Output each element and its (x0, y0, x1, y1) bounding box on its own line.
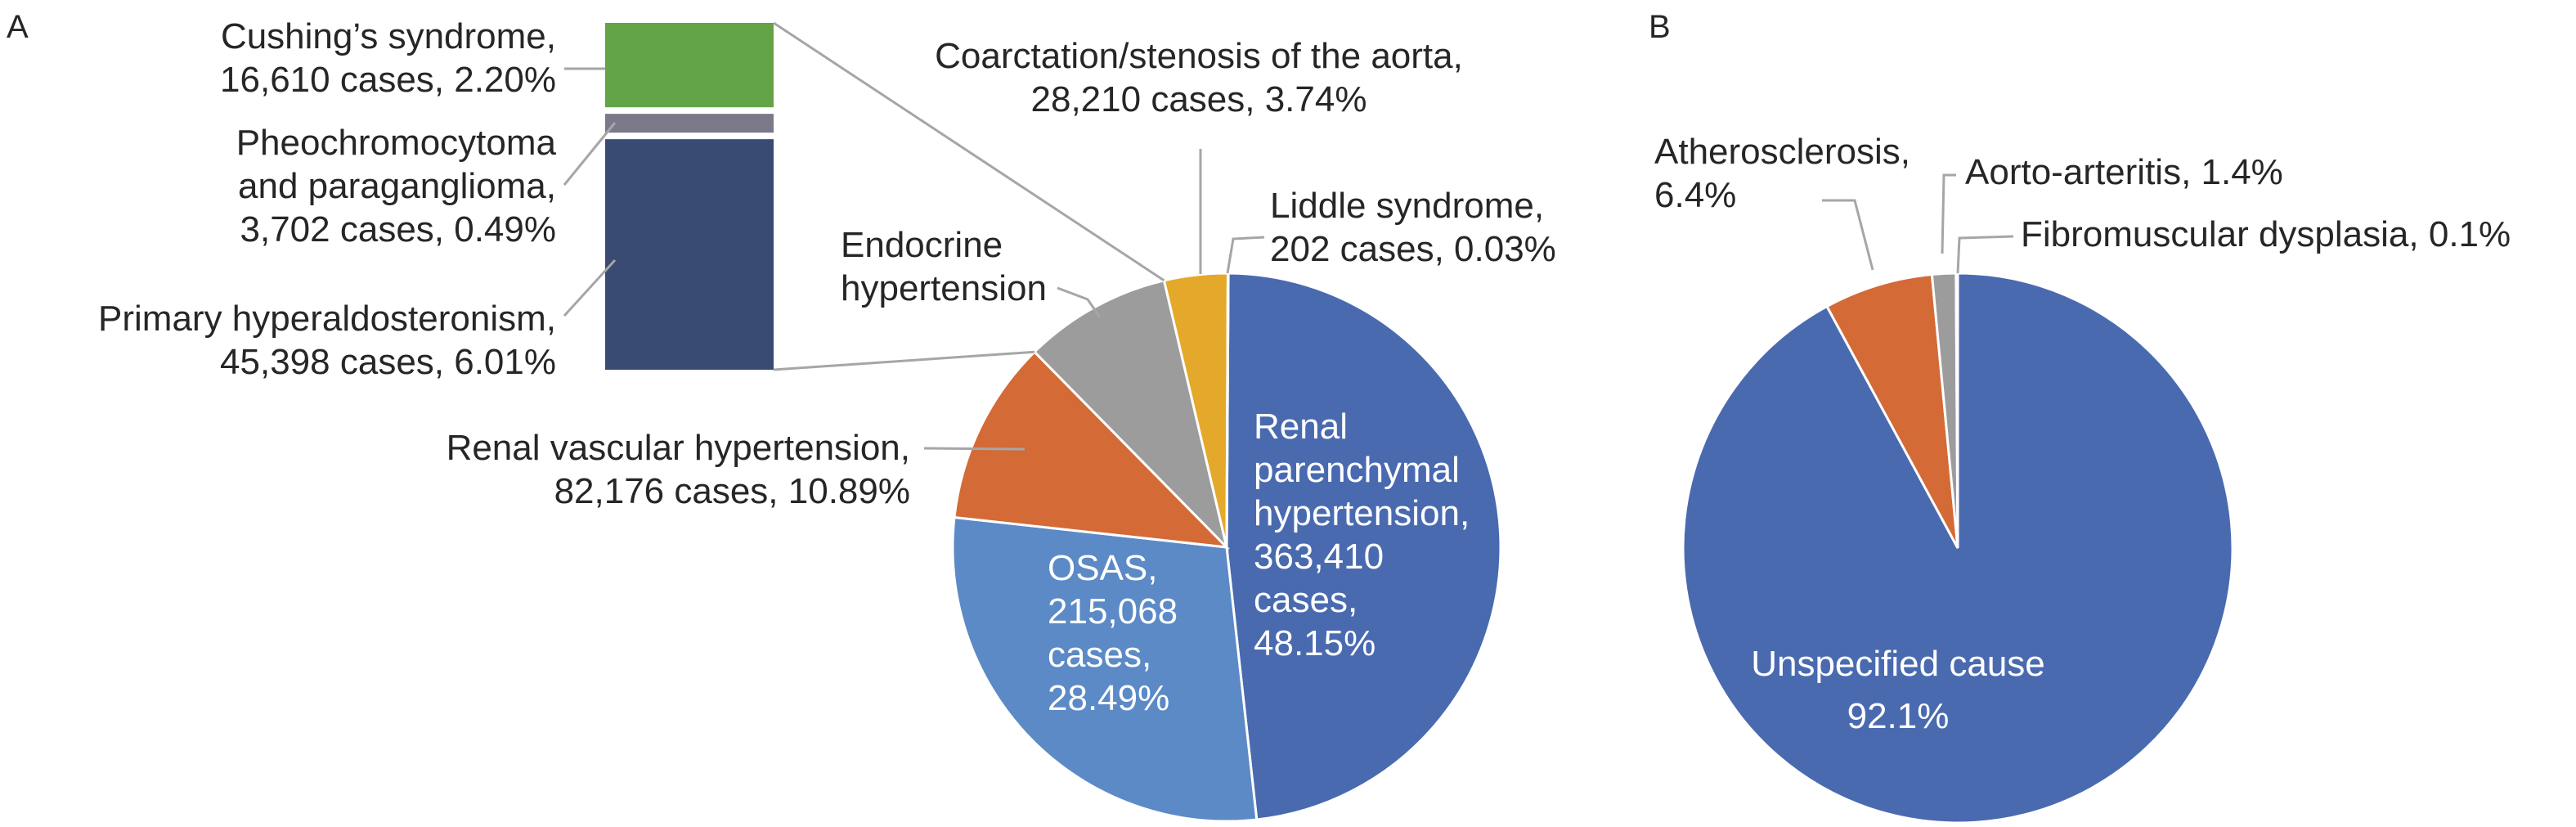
panel-a-label-pheo-line: and paraganglioma, (238, 166, 556, 206)
panel-a-label-coarctation: Coarctation/stenosis of the aorta, 28,210… (935, 36, 1463, 119)
panel-a-leader-endocrine (1057, 286, 1101, 318)
panel-b-label-atherosclerosis: Atherosclerosis, 6.4% (1654, 132, 1910, 215)
panel-a-label-cushing-line: Cushing’s syndrome, (221, 16, 556, 56)
panel-a-label-cushing: Cushing’s syndrome, 16,610 cases, 2.20% (220, 16, 556, 100)
panel-a-leader-lines (563, 21, 1265, 451)
panel-a-label-pheo-line: Pheochromocytoma (236, 123, 557, 163)
panel-a-label-osas-line: cases, (1048, 635, 1151, 675)
panel-b-leader-atherosclerosis (1822, 199, 1874, 271)
panel-b-slices (1681, 272, 2234, 825)
panel-b-slice-atherosclerosis (1824, 272, 1959, 549)
panel-a-label-renal-parenchymal-line: 363,410 (1254, 537, 1384, 577)
panel-label-b: B (1649, 9, 1671, 45)
panel-a-label-liddle: Liddle syndrome, 202 cases, 0.03% (1270, 186, 1556, 269)
panel-a-leader-liddle (1226, 236, 1265, 274)
chart-panel-a: A Renal parenchymal hypertension, 363,410 ca… (7, 9, 1556, 823)
panel-b-label-fibromuscular: Fibromuscular dysplasia, 0.1% (2021, 214, 2511, 254)
panel-a-bar-segment-primary-hyperaldo (605, 139, 774, 370)
panel-a-label-osas-line: 28.49% (1048, 678, 1169, 718)
panel-a-label-endocrine: Endocrine hypertension (841, 225, 1047, 308)
panel-a-label-renal-vascular: Renal vascular hypertension, 82,176 cases… (447, 428, 910, 511)
panel-a-slices (951, 272, 1502, 823)
panel-b-label-unspecified: Unspecified cause 92.1% (1751, 644, 2045, 736)
panel-a-label-osas: OSAS, 215,068 cases, 28.49% (1048, 548, 1178, 718)
panel-a-bar-segment-cushing (605, 23, 774, 108)
panel-a-connector-top (773, 21, 1165, 282)
panel-a-label-renal-parenchymal-line: Renal (1254, 407, 1348, 447)
panel-a-label-renal-parenchymal-line: parenchymal (1254, 450, 1460, 490)
panel-b-leader-aorto-arteritis (1941, 173, 1956, 254)
panel-a-leader-renal-vascular (923, 447, 1025, 451)
panel-b-label-atherosclerosis-line: 6.4% (1654, 175, 1736, 215)
panel-b-leader-lines (1822, 173, 2014, 274)
panel-a-breakdown-bar (605, 23, 774, 370)
panel-a-label-primary-hyperaldo-line: 45,398 cases, 6.01% (220, 342, 556, 382)
panel-a-leader-primary-hyperaldo (563, 258, 617, 317)
panel-a-label-pheo: Pheochromocytoma and paraganglioma, 3,702 … (236, 123, 557, 249)
panel-b-label-atherosclerosis-line: Atherosclerosis, (1654, 132, 1910, 172)
panel-a-slice-liddle (1225, 272, 1230, 548)
panel-a-slice-renal-vascular (953, 350, 1231, 549)
panel-a-label-liddle-line: Liddle syndrome, (1270, 186, 1544, 226)
panel-a-label-renal-parenchymal: Renal parenchymal hypertension, 363,410 case… (1254, 407, 1470, 663)
panel-a-label-primary-hyperaldo-line: Primary hyperaldosteronism, (98, 299, 556, 339)
panel-a-label-renal-parenchymal-line: hypertension, (1254, 493, 1470, 533)
panel-a-slice-renal-parenchymal (1225, 272, 1502, 821)
panel-b-slice-fibromuscular (1954, 272, 1959, 549)
panel-b-labels: Unspecified cause 92.1% Atherosclerosis, 6.… (1654, 132, 2511, 736)
panel-b-label-aorto-arteritis-line: Aorto-arteritis, 1.4% (1965, 152, 2283, 192)
panel-a-slice-osas (951, 515, 1259, 823)
panel-b-leader-fibromuscular (1956, 235, 2014, 274)
panel-a-label-coarctation-line: Coarctation/stenosis of the aorta, (935, 36, 1463, 76)
panel-a-leader-pheo (563, 122, 617, 186)
panel-a-bar-segment-pheo (605, 114, 774, 133)
panel-a-label-renal-parenchymal-line: cases, (1254, 580, 1358, 620)
panel-b-slice-unspecified (1681, 272, 2234, 825)
panel-b-label-unspecified-line: 92.1% (1847, 696, 1950, 736)
panel-b-label-unspecified-line: Unspecified cause (1751, 644, 2045, 684)
panel-a-label-renal-vascular-line: Renal vascular hypertension, (447, 428, 910, 468)
panel-label-a: A (7, 9, 29, 45)
panel-a-label-renal-vascular-line: 82,176 cases, 10.89% (554, 471, 910, 511)
panel-a-label-primary-hyperaldo: Primary hyperaldosteronism, 45,398 cases,… (98, 299, 556, 382)
chart-panel-b: B Unspecified cause 92.1% Atherosclerosis,… (1649, 9, 2511, 825)
panel-b-label-fibromuscular-line: Fibromuscular dysplasia, 0.1% (2021, 214, 2511, 254)
panel-a-label-liddle-line: 202 cases, 0.03% (1270, 229, 1556, 269)
panel-a-label-endocrine-line: Endocrine (841, 225, 1003, 265)
panel-a-label-coarctation-line: 28,210 cases, 3.74% (1031, 79, 1367, 119)
panel-a-label-osas-line: OSAS, (1048, 548, 1158, 588)
panel-a-label-cushing-line: 16,610 cases, 2.20% (220, 60, 556, 100)
panel-a-labels: Renal parenchymal hypertension, 363,410 case… (98, 16, 1556, 718)
panel-a-label-osas-line: 215,068 (1048, 591, 1178, 631)
panel-a-label-pheo-line: 3,702 cases, 0.49% (240, 209, 556, 249)
panel-a-label-endocrine-line: hypertension (841, 268, 1047, 308)
panel-b-label-aorto-arteritis: Aorto-arteritis, 1.4% (1965, 152, 2283, 192)
panel-a-connector-bottom (773, 350, 1035, 371)
panel-a-label-renal-parenchymal-line: 48.15% (1254, 623, 1376, 663)
